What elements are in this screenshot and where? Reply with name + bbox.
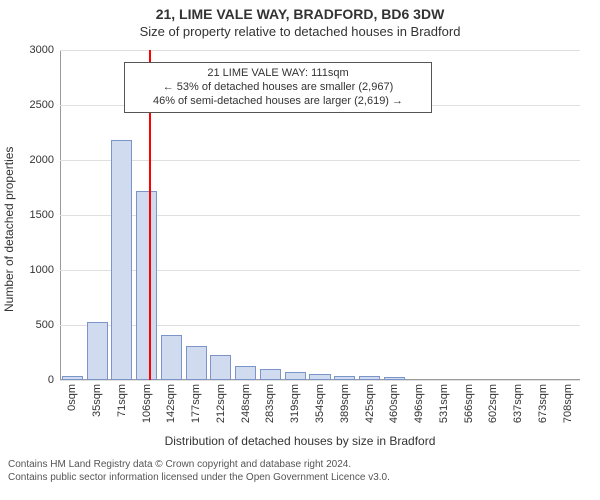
x-tick-label: 0sqm — [66, 380, 78, 411]
histogram-bar — [210, 355, 231, 380]
y-axis-label: Number of detached properties — [2, 147, 16, 312]
histogram-bar — [87, 322, 108, 380]
x-tick-label: 212sqm — [215, 380, 227, 423]
y-tick-label: 0 — [48, 374, 60, 386]
x-tick-label: 460sqm — [388, 380, 400, 423]
histogram-bar — [111, 140, 132, 380]
histogram-bar — [136, 191, 157, 380]
x-tick-label: 283sqm — [264, 380, 276, 423]
x-tick-label: 142sqm — [165, 380, 177, 423]
x-tick-label: 673sqm — [537, 380, 549, 423]
x-tick-label: 248sqm — [240, 380, 252, 423]
grid-line — [60, 50, 580, 51]
x-tick-label: 496sqm — [413, 380, 425, 423]
x-tick-label: 425sqm — [364, 380, 376, 423]
histogram-bar — [285, 372, 306, 380]
x-tick-label: 708sqm — [562, 380, 574, 423]
y-tick-label: 2500 — [30, 99, 60, 111]
annotation-line: 46% of semi-detached houses are larger (… — [131, 95, 425, 109]
x-tick-label: 35sqm — [91, 380, 103, 417]
attribution-line: Contains public sector information licen… — [8, 471, 592, 484]
histogram-bar — [161, 335, 182, 380]
histogram-bar — [235, 366, 256, 380]
y-tick-label: 500 — [36, 319, 60, 331]
x-tick-label: 602sqm — [487, 380, 499, 423]
x-tick-label: 319sqm — [289, 380, 301, 423]
annotation-line: ← 53% of detached houses are smaller (2,… — [131, 81, 425, 95]
attribution-line: Contains HM Land Registry data © Crown c… — [8, 458, 592, 471]
y-tick-label: 2000 — [30, 154, 60, 166]
y-tick-label: 1500 — [30, 209, 60, 221]
x-tick-label: 177sqm — [190, 380, 202, 423]
x-tick-label: 354sqm — [314, 380, 326, 423]
x-axis-label: Distribution of detached houses by size … — [0, 434, 600, 448]
annotation-box: 21 LIME VALE WAY: 111sqm← 53% of detache… — [124, 62, 432, 113]
attribution: Contains HM Land Registry data © Crown c… — [8, 458, 592, 484]
grid-line — [60, 160, 580, 161]
chart-container: 21, LIME VALE WAY, BRADFORD, BD6 3DW Siz… — [0, 0, 600, 500]
page-title: 21, LIME VALE WAY, BRADFORD, BD6 3DW — [0, 0, 600, 22]
x-tick-label: 531sqm — [438, 380, 450, 423]
histogram-bar — [260, 369, 281, 380]
x-tick-label: 71sqm — [116, 380, 128, 417]
x-tick-label: 106sqm — [141, 380, 153, 423]
page-subtitle: Size of property relative to detached ho… — [0, 22, 600, 39]
histogram-bar — [186, 346, 207, 380]
plot-area: 0500100015002000250030000sqm35sqm71sqm10… — [60, 50, 580, 380]
x-tick-label: 566sqm — [463, 380, 475, 423]
annotation-line: 21 LIME VALE WAY: 111sqm — [131, 67, 425, 81]
y-tick-label: 1000 — [30, 264, 60, 276]
y-tick-label: 3000 — [30, 44, 60, 56]
x-tick-label: 637sqm — [512, 380, 524, 423]
x-tick-label: 389sqm — [339, 380, 351, 423]
